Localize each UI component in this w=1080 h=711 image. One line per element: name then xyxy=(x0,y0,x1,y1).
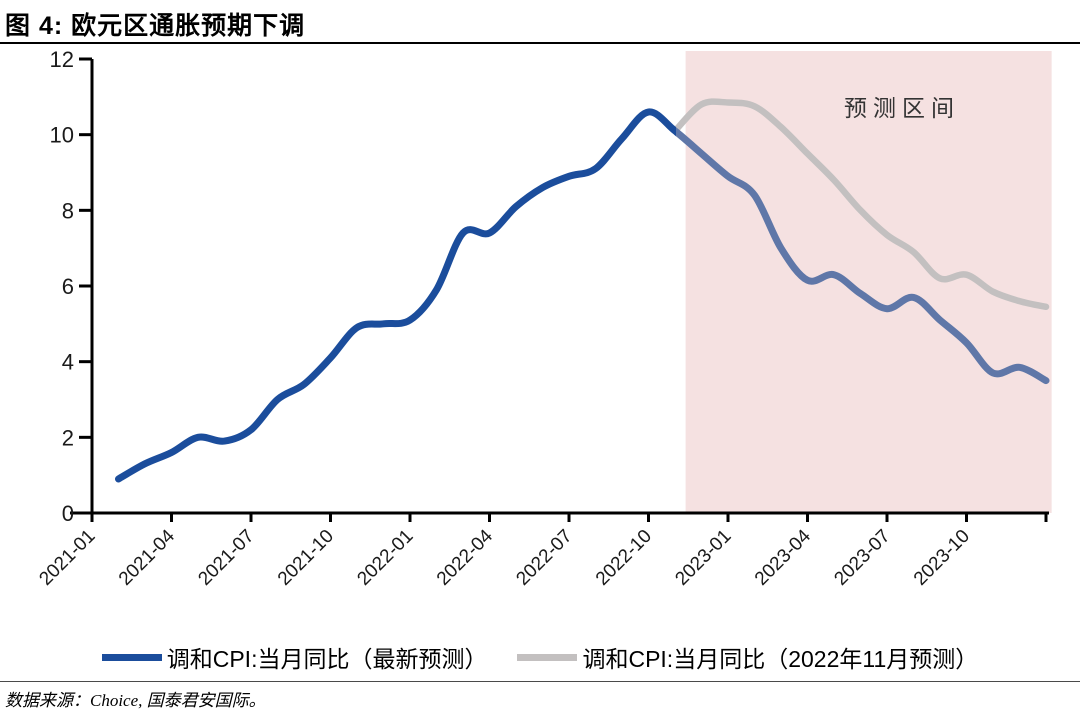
x-tick-label: 2021-07 xyxy=(194,526,258,590)
series-line-latest-forecast-projection xyxy=(674,125,1050,385)
x-tick-label: 2023-04 xyxy=(751,525,815,589)
x-tick-label: 2021-01 xyxy=(35,526,99,590)
legend-swatch-latest-forecast xyxy=(101,653,162,661)
y-tick-label: 12 xyxy=(50,47,74,72)
page-title: 图 4: 欧元区通胀预期下调 xyxy=(5,12,306,40)
legend-item-latest-forecast: 调和CPI:当月同比（最新预测） xyxy=(101,640,488,674)
y-tick-label: 2 xyxy=(62,425,74,450)
chart-svg: 预测区间 0 2 4 6 8 10 12 2021-01 2021-04 2021-07 2021-1… xyxy=(35,47,1052,590)
footer-rule xyxy=(0,681,1080,682)
x-tick-label: 2022-04 xyxy=(433,525,497,589)
series-line-nov2022-forecast xyxy=(671,98,1050,311)
x-tick-label: 2022-07 xyxy=(512,526,576,590)
x-tick-label: 2021-10 xyxy=(274,526,338,590)
x-tick-label: 2023-01 xyxy=(671,526,735,590)
x-tick-label: 2021-04 xyxy=(115,525,179,589)
forecast-region-label: 预测区间 xyxy=(844,95,960,121)
y-tick-label: 4 xyxy=(62,350,74,375)
y-tick-label: 0 xyxy=(62,501,74,526)
x-tick-label: 2023-10 xyxy=(910,526,974,590)
forecast-region xyxy=(685,51,1052,513)
legend-item-nov2022-forecast: 调和CPI:当月同比（2022年11月预测） xyxy=(517,640,978,674)
series-line-latest-forecast-actual xyxy=(115,108,676,483)
y-tick-label: 8 xyxy=(62,198,74,223)
title-rule xyxy=(0,42,1080,44)
legend-label-latest-forecast: 调和CPI:当月同比（最新预测） xyxy=(166,646,488,672)
x-tick-label: 2022-01 xyxy=(353,526,417,590)
legend-label-nov2022-forecast: 调和CPI:当月同比（2022年11月预测） xyxy=(582,646,979,672)
x-tick-label: 2023-07 xyxy=(830,526,894,590)
x-tick-label: 2022-10 xyxy=(592,526,656,590)
legend-swatch-nov2022-forecast xyxy=(517,653,578,661)
chart-legend: 调和CPI:当月同比（最新预测） 调和CPI:当月同比（2022年11月预测） xyxy=(0,640,1080,674)
y-tick-label: 6 xyxy=(62,274,74,299)
y-tick-label: 10 xyxy=(50,123,74,148)
source-note: 数据来源：Choice, 国泰君安国际。 xyxy=(5,691,266,710)
